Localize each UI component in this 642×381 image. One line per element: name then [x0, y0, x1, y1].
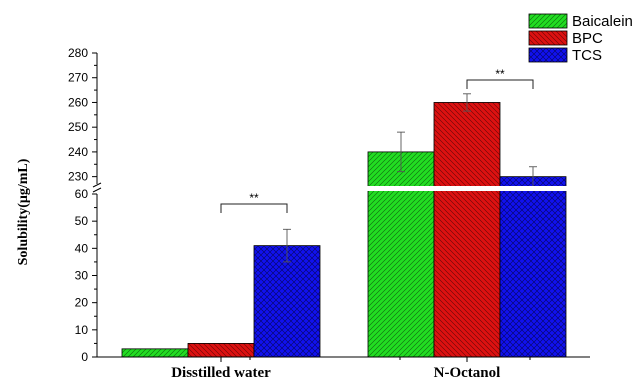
bar-hatch: [254, 245, 320, 357]
bar-tcs-disstilled-water: [253, 245, 321, 358]
bar-bpc-n-octanol: [433, 102, 501, 358]
y-tick-label: 260: [68, 95, 88, 109]
bar-baicalein-n-octanol: [367, 151, 435, 358]
bar-hatch: [188, 343, 254, 357]
y-tick-label: 250: [68, 120, 88, 134]
y-tick-label: 10: [75, 323, 89, 337]
error-bar-bpc-n-octanol: [463, 93, 471, 112]
axis-break-symbol: [92, 182, 102, 193]
x-axis: Disstilled water N-Octanol: [97, 356, 590, 381]
x-tick-label: N-Octanol: [434, 365, 501, 381]
legend-item-baicalein: Baicalein: [528, 13, 633, 30]
bar-hatch: [500, 176, 566, 357]
error-bar-baicalein-n-octanol: [397, 131, 405, 173]
significance-bracket: **: [466, 67, 534, 89]
bar-hatch: [368, 151, 434, 357]
error-bar-tcs-disstilled-water: [283, 228, 291, 263]
y-axis: 0 10 20 30 40 50 60 230 240 250 260 270 280: [68, 46, 102, 364]
significance-bracket: **: [220, 191, 288, 213]
axis-break-band: [98, 186, 591, 191]
legend-item-bpc: BPC: [528, 30, 603, 47]
bar-hatch: [122, 348, 188, 357]
bar-bpc-disstilled-water: [187, 343, 255, 358]
bar-tcs-n-octanol: [499, 176, 567, 358]
legend-label: TCS: [572, 47, 602, 64]
legend-swatch-hatch: [529, 14, 567, 28]
legend-swatch-hatch: [529, 31, 567, 45]
legend-swatch-hatch: [529, 48, 567, 62]
y-tick-label: 240: [68, 145, 88, 159]
y-tick-label: 60: [75, 187, 89, 201]
plot-area: ** **: [98, 67, 591, 358]
bar-hatch: [434, 102, 500, 357]
x-tick-label: Disstilled water: [171, 365, 271, 381]
y-tick-label: 40: [75, 241, 89, 255]
y-tick-label: 30: [75, 269, 89, 283]
y-tick-label: 280: [68, 46, 88, 60]
significance-label: **: [249, 191, 259, 205]
y-tick-label: 0: [81, 350, 88, 364]
bar-baicalein-disstilled-water: [121, 348, 189, 358]
y-tick-label: 230: [68, 170, 88, 184]
y-tick-label: 50: [75, 214, 89, 228]
legend-label: BPC: [572, 30, 603, 47]
legend-label: Baicalein: [572, 13, 633, 30]
y-tick-label: 20: [75, 296, 89, 310]
legend-item-tcs: TCS: [528, 47, 602, 64]
significance-label: **: [495, 67, 505, 81]
y-tick-label: 270: [68, 71, 88, 85]
y-axis-label: Solubility(μg/mL): [16, 158, 31, 265]
